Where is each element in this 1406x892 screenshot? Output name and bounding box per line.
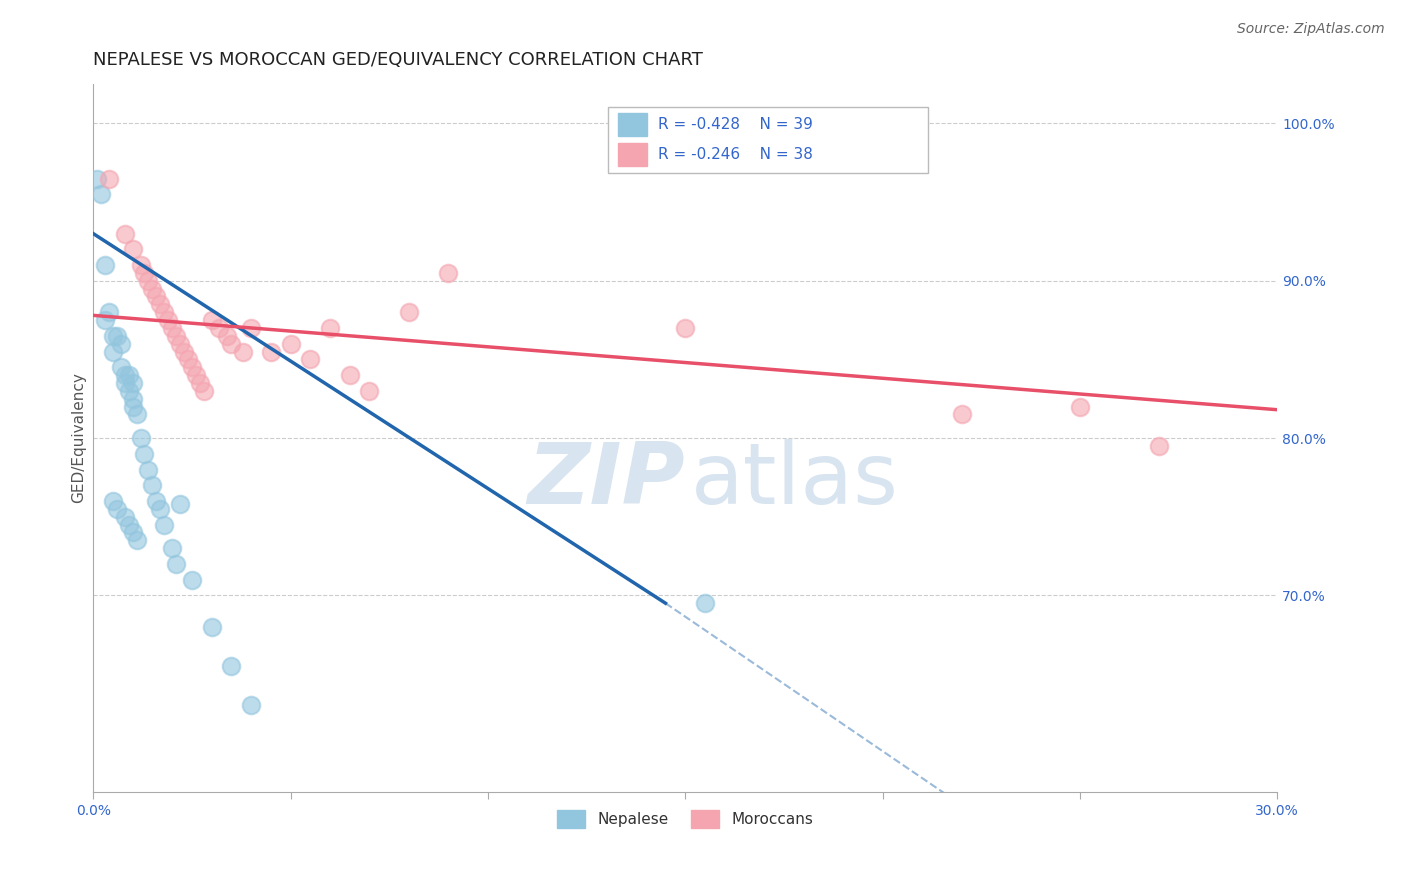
Point: [101, 494, 124, 508]
Point: [105, 501, 128, 516]
Point: [121, 392, 143, 406]
Point: [114, 227, 136, 241]
Point: [90, 187, 112, 202]
Point: [149, 501, 172, 516]
Point: [165, 557, 187, 571]
Point: [94, 258, 117, 272]
Point: [114, 376, 136, 390]
Point: [221, 336, 243, 351]
FancyBboxPatch shape: [617, 113, 647, 136]
Point: [125, 408, 148, 422]
Point: [114, 509, 136, 524]
Point: [101, 344, 124, 359]
Point: [145, 289, 167, 303]
Point: [200, 620, 222, 634]
Text: NEPALESE VS MOROCCAN GED/EQUIVALENCY CORRELATION CHART: NEPALESE VS MOROCCAN GED/EQUIVALENCY COR…: [93, 51, 703, 69]
Text: ZIP: ZIP: [527, 439, 685, 522]
Point: [160, 321, 183, 335]
Point: [118, 384, 141, 398]
Point: [173, 344, 195, 359]
Point: [180, 573, 202, 587]
Point: [138, 274, 160, 288]
Point: [129, 258, 152, 272]
Point: [121, 376, 143, 390]
Point: [153, 517, 176, 532]
Point: [141, 282, 163, 296]
Point: [153, 305, 176, 319]
Point: [398, 305, 420, 319]
Legend: Nepalese, Moroccans: Nepalese, Moroccans: [551, 804, 820, 834]
Point: [217, 328, 239, 343]
Point: [118, 368, 141, 383]
Point: [94, 313, 117, 327]
Point: [141, 478, 163, 492]
Point: [177, 352, 200, 367]
Text: R = -0.428    N = 39: R = -0.428 N = 39: [658, 117, 813, 132]
Point: [693, 596, 716, 610]
Point: [165, 328, 187, 343]
Point: [1069, 400, 1091, 414]
Point: [240, 698, 263, 713]
Point: [673, 321, 696, 335]
Point: [86, 171, 108, 186]
Point: [138, 462, 160, 476]
Point: [221, 659, 243, 673]
Point: [118, 517, 141, 532]
Point: [260, 344, 283, 359]
Point: [169, 336, 191, 351]
Point: [121, 242, 143, 256]
Point: [125, 533, 148, 548]
Point: [200, 313, 222, 327]
Text: Source: ZipAtlas.com: Source: ZipAtlas.com: [1237, 22, 1385, 37]
Point: [134, 447, 156, 461]
Point: [359, 384, 381, 398]
Point: [319, 321, 342, 335]
Point: [98, 171, 121, 186]
Point: [240, 321, 263, 335]
Point: [110, 360, 132, 375]
Point: [280, 336, 302, 351]
Point: [437, 266, 460, 280]
FancyBboxPatch shape: [617, 143, 647, 166]
Point: [149, 297, 172, 311]
Point: [145, 494, 167, 508]
Point: [1147, 439, 1170, 453]
Point: [110, 336, 132, 351]
Point: [121, 525, 143, 540]
Point: [121, 400, 143, 414]
Point: [339, 368, 361, 383]
Point: [193, 384, 215, 398]
Point: [299, 352, 322, 367]
Point: [129, 431, 152, 445]
Y-axis label: GED/Equivalency: GED/Equivalency: [72, 373, 86, 503]
Point: [160, 541, 183, 556]
Point: [114, 368, 136, 383]
Point: [134, 266, 156, 280]
Point: [188, 376, 211, 390]
Point: [169, 497, 191, 511]
Text: atlas: atlas: [692, 439, 900, 522]
Point: [184, 368, 207, 383]
Point: [101, 328, 124, 343]
Point: [208, 321, 231, 335]
Point: [105, 328, 128, 343]
Point: [180, 360, 202, 375]
Point: [98, 305, 121, 319]
Point: [157, 313, 180, 327]
Point: [950, 408, 973, 422]
Point: [232, 344, 254, 359]
Text: R = -0.246    N = 38: R = -0.246 N = 38: [658, 146, 813, 161]
FancyBboxPatch shape: [609, 107, 928, 173]
